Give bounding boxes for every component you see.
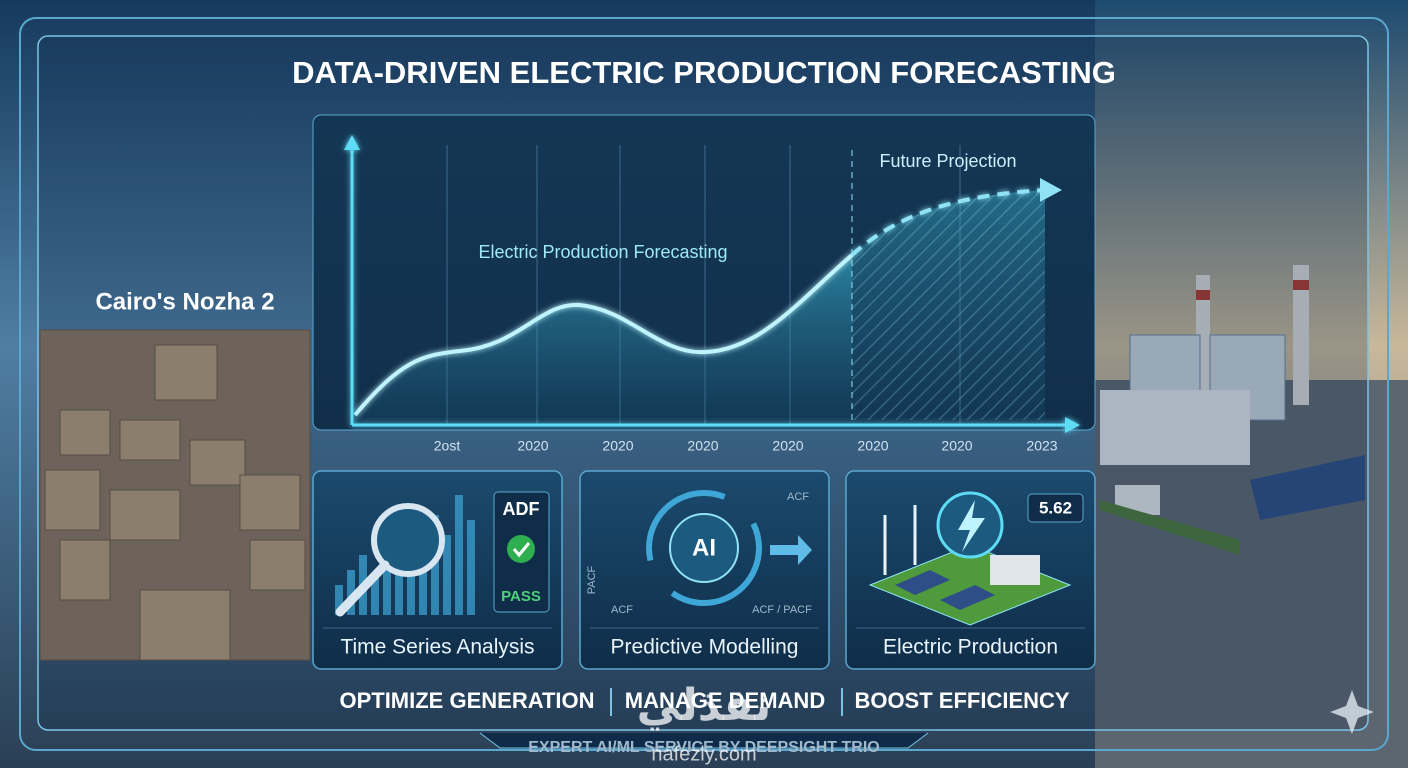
check (507, 535, 535, 563)
badge-top: ADF (503, 499, 540, 519)
title: DATA-DRIVEN ELECTRIC PRODUCTION FORECAST… (292, 55, 1116, 90)
icon-bar (383, 540, 391, 615)
watermark-arabic: نفذلي (637, 680, 772, 731)
ai: AI (692, 534, 716, 561)
x-label: 2020 (517, 438, 548, 454)
icon-bar (455, 495, 463, 615)
x-label: 2020 (941, 438, 972, 454)
axis-label: ACF (787, 491, 809, 503)
card-title: Electric Production (883, 636, 1058, 659)
outer-frame (19, 17, 1389, 751)
x-label: 2023 (1026, 438, 1057, 454)
projection-arrow (1040, 178, 1062, 202)
city (39, 329, 311, 661)
magnifier-handle (335, 560, 390, 617)
card-title: Time Series Analysis (340, 636, 534, 659)
x-label: 2020 (602, 438, 633, 454)
x-label: 2020 (772, 438, 803, 454)
magnifier (371, 503, 445, 577)
area-history (355, 255, 852, 420)
axes (344, 135, 1080, 433)
icon-bar (443, 535, 451, 615)
axis-label: PACF (586, 565, 598, 594)
icon-bar (347, 570, 355, 615)
footer-tab (479, 732, 929, 749)
watermark-site: nafezly.com (651, 743, 756, 765)
tagline: OPTIMIZE GENERATION MANAGE DEMAND BOOST … (339, 688, 1070, 716)
trend-line (353, 253, 854, 417)
arrow (770, 535, 812, 565)
brain (669, 513, 739, 583)
projection-label: Future Projection (879, 151, 1016, 171)
x-label: 2020 (857, 438, 888, 454)
icon-bar (467, 520, 475, 615)
solar (895, 570, 950, 595)
area-hatch (852, 190, 1045, 420)
icon-bar (335, 585, 343, 615)
icon-bar (395, 560, 403, 615)
solar (940, 585, 995, 610)
projection-line (850, 188, 1046, 257)
card: Electric Production 5.62 (845, 470, 1096, 670)
reading-box (1027, 493, 1084, 523)
card: Predictive Modelling AI ACF PACF ACF ACF / PA… (579, 470, 830, 670)
chart-label: Electric Production Forecasting (478, 242, 727, 262)
cards: Time Series Analysis ADF PASS Predictive Mo… (312, 470, 1096, 670)
icon-bar (371, 575, 379, 615)
x-labels: 2ost 2020 2020 2020 2020 2020 2020 2023 (434, 438, 1058, 454)
reading: 5.62 (1039, 498, 1072, 517)
footer: EXPERT AI/ML SERVICE BY DEEPSIGHT TRIO (528, 739, 879, 756)
card-title: Predictive Modelling (611, 636, 799, 659)
tagline-item: MANAGE DEMAND (625, 688, 825, 713)
location: Cairo's Nozha 2 (95, 288, 274, 315)
bolt (958, 500, 985, 552)
check-mark (512, 542, 531, 558)
sparkle (1330, 690, 1374, 734)
ai-ring (646, 490, 762, 606)
axis-label: ACF / PACF (752, 604, 812, 616)
tagline-item: BOOST EFFICIENCY (854, 688, 1069, 713)
x-label: 2020 (687, 438, 718, 454)
badge-bottom: PASS (501, 588, 541, 605)
axis-label: ACF (611, 604, 633, 616)
chart-panel: Electric Production Forecasting Future P… (312, 114, 1096, 454)
factory (990, 555, 1040, 585)
tagline-item: OPTIMIZE GENERATION (339, 688, 594, 713)
icon-bar (419, 545, 427, 615)
card: Time Series Analysis ADF PASS (312, 470, 563, 670)
x-label: 2ost (434, 438, 461, 454)
